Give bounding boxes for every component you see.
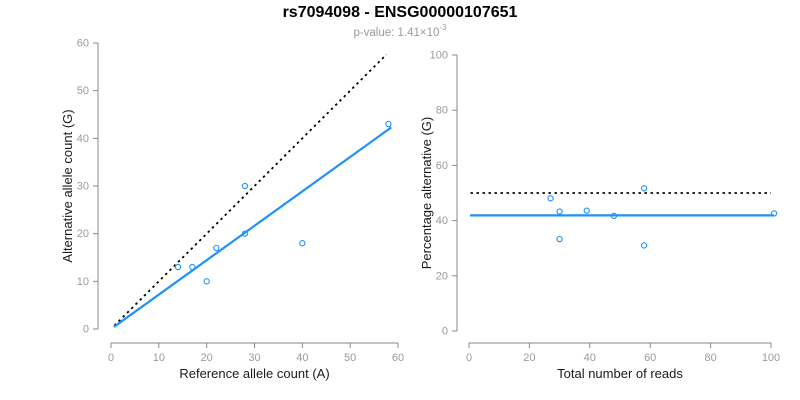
y-axis-title: Alternative allele count (G) [60,109,75,262]
data-point [583,207,590,214]
data-point [556,235,563,243]
x-tick-label: 0 [108,352,114,364]
y-tick-label: 100 [430,50,448,62]
y-tick-label: 20 [77,228,89,240]
data-point [641,185,648,192]
data-point [770,210,778,217]
y-tick-label: 0 [442,326,448,338]
x-tick-label: 40 [296,352,308,364]
y-tick-label: 20 [436,270,448,282]
y-tick-label: 60 [77,38,89,50]
x-tick-label: 100 [762,352,780,364]
chart-title: rs7094098 - ENSG00000107651 [282,4,518,21]
y-tick-label: 30 [77,181,89,193]
data-point [556,208,563,215]
identity-line [113,53,388,327]
x-tick-label: 60 [644,352,656,364]
regression-line [113,126,392,328]
data-point [189,263,196,271]
chart-subtitle: p-value: 1.41×10-3 [0,23,800,39]
data-point [641,242,648,249]
y-tick-label: 50 [77,85,89,97]
chart-percentage-vs-reads: 0 20 40 60 80 100 0 20 40 60 80 100 Total number of … [419,50,780,382]
data-point [610,212,618,220]
data-point [241,230,249,237]
data-point [299,240,306,247]
data-point [174,263,182,271]
x-tick-label: 30 [248,352,260,364]
x-tick-label: 50 [344,352,356,364]
y-tick-label: 60 [436,160,448,172]
data-point [241,182,249,190]
x-tick-label: 10 [153,352,165,364]
x-axis-title: Total number of reads [557,366,683,381]
x-tick-label: 80 [704,352,716,364]
x-axis-title: Reference allele count (A) [179,366,329,381]
data-point [213,244,220,252]
x-tick-label: 60 [392,352,404,364]
y-tick-label: 40 [436,215,448,227]
data-point [385,120,392,128]
y-tick-label: 40 [77,133,89,145]
pvalue-exponent: -3 [439,23,447,32]
data-point [547,195,554,202]
chart-allele-counts: 0 10 20 30 40 50 60 0 10 20 30 40 50 60 Reference alle… [60,38,404,382]
y-tick-label: 80 [436,105,448,117]
y-axis-title: Percentage alternative (G) [419,117,434,269]
y-tick-label: 10 [77,276,89,288]
x-tick-label: 20 [201,352,213,364]
x-tick-label: 20 [523,352,535,364]
x-tick-label: 40 [584,352,596,364]
x-tick-label: 0 [466,352,472,364]
y-tick-label: 0 [83,324,89,336]
data-point [203,278,210,285]
pvalue-text: p-value: 1.41×10 [353,26,440,39]
